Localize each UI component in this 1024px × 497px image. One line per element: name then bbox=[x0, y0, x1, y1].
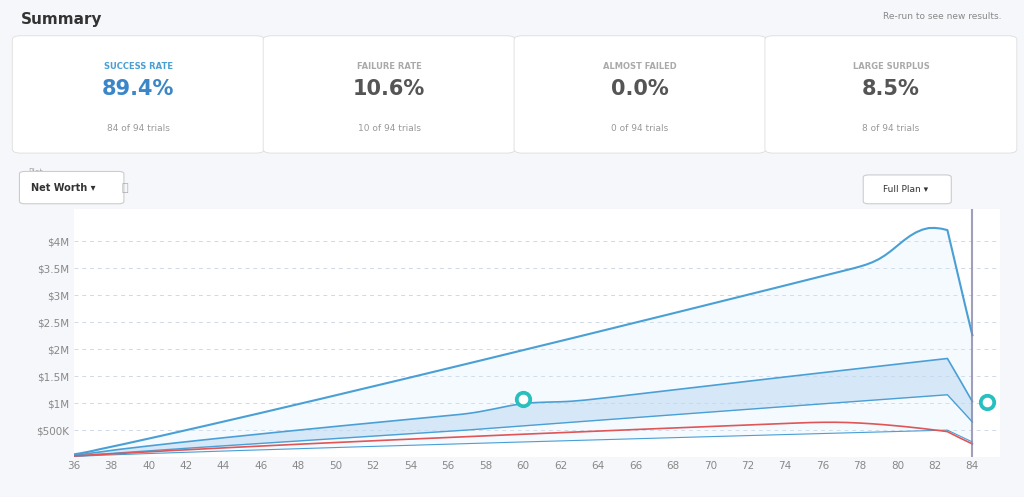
FancyBboxPatch shape bbox=[19, 171, 124, 204]
Text: 89.4%: 89.4% bbox=[102, 80, 174, 99]
Text: SUCCESS RATE: SUCCESS RATE bbox=[103, 62, 173, 71]
FancyBboxPatch shape bbox=[765, 36, 1017, 153]
Text: 10.6%: 10.6% bbox=[353, 80, 425, 99]
Text: Net Worth ▾: Net Worth ▾ bbox=[32, 182, 95, 193]
FancyBboxPatch shape bbox=[12, 36, 264, 153]
Text: Plot: Plot bbox=[29, 168, 43, 177]
Text: 0.0%: 0.0% bbox=[611, 80, 669, 99]
Text: FAILURE RATE: FAILURE RATE bbox=[356, 62, 422, 71]
Text: ALMOST FAILED: ALMOST FAILED bbox=[603, 62, 677, 71]
Point bbox=[979, 398, 995, 406]
Text: Re-run to see new results.: Re-run to see new results. bbox=[883, 12, 1001, 21]
FancyBboxPatch shape bbox=[263, 36, 515, 153]
Text: Summary: Summary bbox=[20, 12, 102, 27]
Point bbox=[515, 396, 531, 404]
Text: 8 of 94 trials: 8 of 94 trials bbox=[862, 124, 920, 133]
Text: 8.5%: 8.5% bbox=[862, 80, 920, 99]
Text: 0 of 94 trials: 0 of 94 trials bbox=[611, 124, 669, 133]
Text: 84 of 94 trials: 84 of 94 trials bbox=[106, 124, 170, 133]
Text: 10 of 94 trials: 10 of 94 trials bbox=[357, 124, 421, 133]
Text: ⓘ: ⓘ bbox=[122, 182, 128, 193]
Text: LARGE SURPLUS: LARGE SURPLUS bbox=[853, 62, 929, 71]
Point bbox=[515, 396, 531, 404]
FancyBboxPatch shape bbox=[863, 175, 951, 204]
Text: Full Plan ▾: Full Plan ▾ bbox=[883, 185, 928, 194]
FancyBboxPatch shape bbox=[514, 36, 766, 153]
Point bbox=[979, 398, 995, 406]
